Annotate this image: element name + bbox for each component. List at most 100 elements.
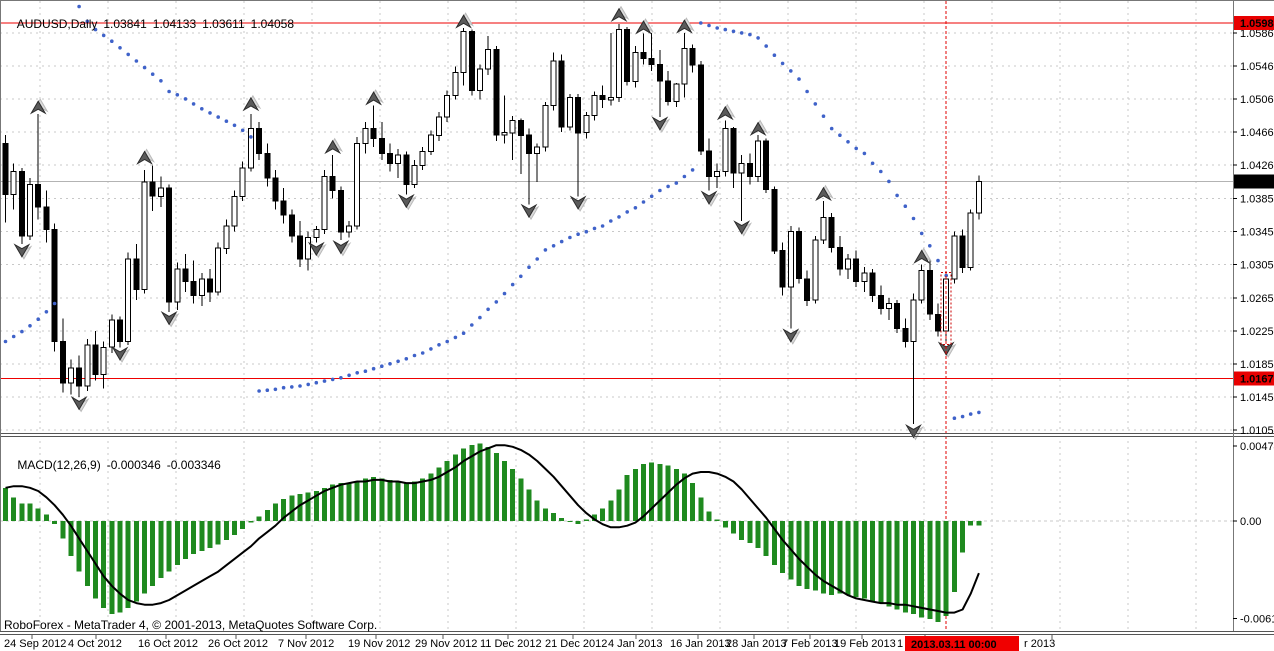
candle-body[interactable] [378, 138, 385, 154]
candle-body[interactable] [247, 128, 254, 169]
candle-body[interactable] [18, 171, 25, 237]
candle-body[interactable] [10, 171, 17, 196]
candles-series[interactable] [2, 23, 982, 424]
candle-body[interactable] [108, 319, 115, 348]
candle-body[interactable] [804, 278, 811, 301]
candle-body[interactable] [607, 96, 614, 101]
candle-body[interactable] [141, 181, 148, 290]
time-axis[interactable]: 24 Sep 2012 4 Oct 2012 16 Oct 2012 26 Oct 2… [4, 635, 1055, 651]
candle-body[interactable] [411, 165, 418, 186]
candle-body[interactable] [885, 303, 892, 309]
candle-body[interactable] [256, 128, 263, 154]
candle-body[interactable] [215, 247, 222, 293]
level-lines[interactable] [0, 22, 1233, 379]
candle-body[interactable] [223, 225, 230, 249]
candle-body[interactable] [125, 258, 132, 342]
candle-body[interactable] [550, 60, 557, 107]
candle-body[interactable] [755, 140, 762, 177]
candle-body[interactable] [730, 128, 737, 174]
candle-body[interactable] [92, 344, 99, 375]
candle-body[interactable] [517, 119, 524, 136]
candle-body[interactable] [894, 303, 901, 329]
candle-body[interactable] [706, 150, 712, 177]
candle-body[interactable] [836, 246, 843, 270]
candle-body[interactable] [436, 116, 442, 136]
macd-axis[interactable]: 0.004748 0.00 -0.00617 [1233, 441, 1274, 626]
candle-body[interactable] [174, 268, 181, 303]
candle-body[interactable] [239, 167, 246, 197]
candle-body[interactable] [918, 270, 925, 301]
pane-separators[interactable] [0, 433, 1274, 635]
candle-body[interactable] [337, 190, 344, 233]
candle-body[interactable] [280, 200, 287, 216]
candle-body[interactable] [599, 95, 606, 101]
macd-histogram[interactable] [3, 443, 982, 623]
candle-body[interactable] [869, 272, 876, 296]
candle-body[interactable] [485, 48, 492, 70]
candle-body[interactable] [738, 162, 745, 174]
candle-body[interactable] [59, 341, 66, 384]
selected-time-tag[interactable] [905, 636, 1019, 651]
candle-body[interactable] [231, 195, 238, 227]
candle-body[interactable] [910, 299, 917, 343]
candle-body[interactable] [76, 367, 83, 387]
candle-body[interactable] [157, 187, 164, 197]
candle-body[interactable] [583, 114, 590, 134]
candle-body[interactable] [43, 206, 50, 230]
candle-body[interactable] [877, 294, 884, 309]
price-axis[interactable]: 1.05860 1.05460 1.05060 1.04660 1.04260 1.038… [1233, 16, 1274, 437]
candle-body[interactable] [509, 119, 516, 134]
candle-body[interactable] [861, 272, 868, 282]
candle-body[interactable] [632, 52, 639, 83]
candle-body[interactable] [272, 177, 279, 202]
candle-body[interactable] [117, 319, 123, 342]
candle-body[interactable] [362, 128, 369, 145]
candle-body[interactable] [951, 235, 958, 280]
candle-body[interactable] [354, 143, 361, 227]
candle-body[interactable] [624, 29, 631, 83]
candle-body[interactable] [746, 162, 753, 178]
candle-body[interactable] [763, 140, 770, 191]
candle-body[interactable] [67, 367, 74, 384]
candle-body[interactable] [297, 235, 303, 260]
candle-body[interactable] [419, 151, 426, 167]
candle-body[interactable] [722, 128, 729, 173]
candle-body[interactable] [845, 258, 851, 270]
candle-body[interactable] [959, 235, 966, 268]
candle-body[interactable] [182, 268, 189, 282]
candle-body[interactable] [967, 212, 974, 268]
candle-body[interactable] [526, 134, 532, 154]
candle-body[interactable] [321, 176, 328, 230]
candle-body[interactable] [542, 105, 549, 148]
candle-body[interactable] [444, 95, 451, 118]
candle-body[interactable] [305, 237, 312, 260]
candle-body[interactable] [787, 231, 794, 288]
candle-body[interactable] [714, 171, 721, 177]
candle-body[interactable] [935, 313, 941, 332]
candle-body[interactable] [689, 48, 696, 66]
candle-body[interactable] [681, 48, 688, 85]
candle-body[interactable] [853, 258, 860, 282]
candle-body[interactable] [27, 184, 33, 237]
candle-body[interactable] [771, 189, 778, 252]
candle-body[interactable] [828, 217, 835, 248]
candle-body[interactable] [427, 134, 434, 153]
selected-candle-outline[interactable] [940, 272, 952, 345]
candle-body[interactable] [673, 83, 680, 102]
candle-body[interactable] [665, 80, 672, 102]
candle-body[interactable] [566, 96, 573, 128]
candle-body[interactable] [149, 181, 156, 197]
candle-body[interactable] [35, 184, 42, 208]
candle-body[interactable] [476, 68, 483, 92]
candle-body[interactable] [616, 29, 622, 98]
candle-body[interactable] [902, 327, 909, 342]
candle-body[interactable] [198, 278, 205, 296]
candle-body[interactable] [84, 344, 91, 387]
candle-body[interactable] [403, 154, 410, 186]
candle-body[interactable] [501, 132, 508, 136]
candle-body[interactable] [2, 143, 9, 196]
candle-body[interactable] [207, 278, 213, 293]
candle-body[interactable] [926, 270, 933, 315]
candle-body[interactable] [640, 52, 647, 60]
